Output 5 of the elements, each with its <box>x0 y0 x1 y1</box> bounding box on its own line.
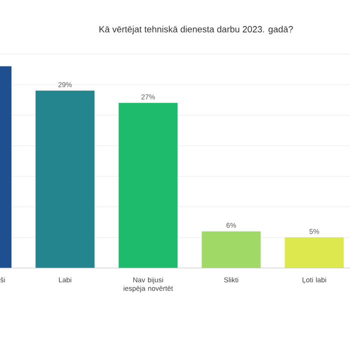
bar <box>202 231 261 268</box>
bar <box>118 102 178 268</box>
bar <box>36 90 95 268</box>
bar <box>284 237 344 268</box>
chart-title: Kā vērtējat tehniskā dienesta darbu 2023. gadā? <box>100 26 293 34</box>
